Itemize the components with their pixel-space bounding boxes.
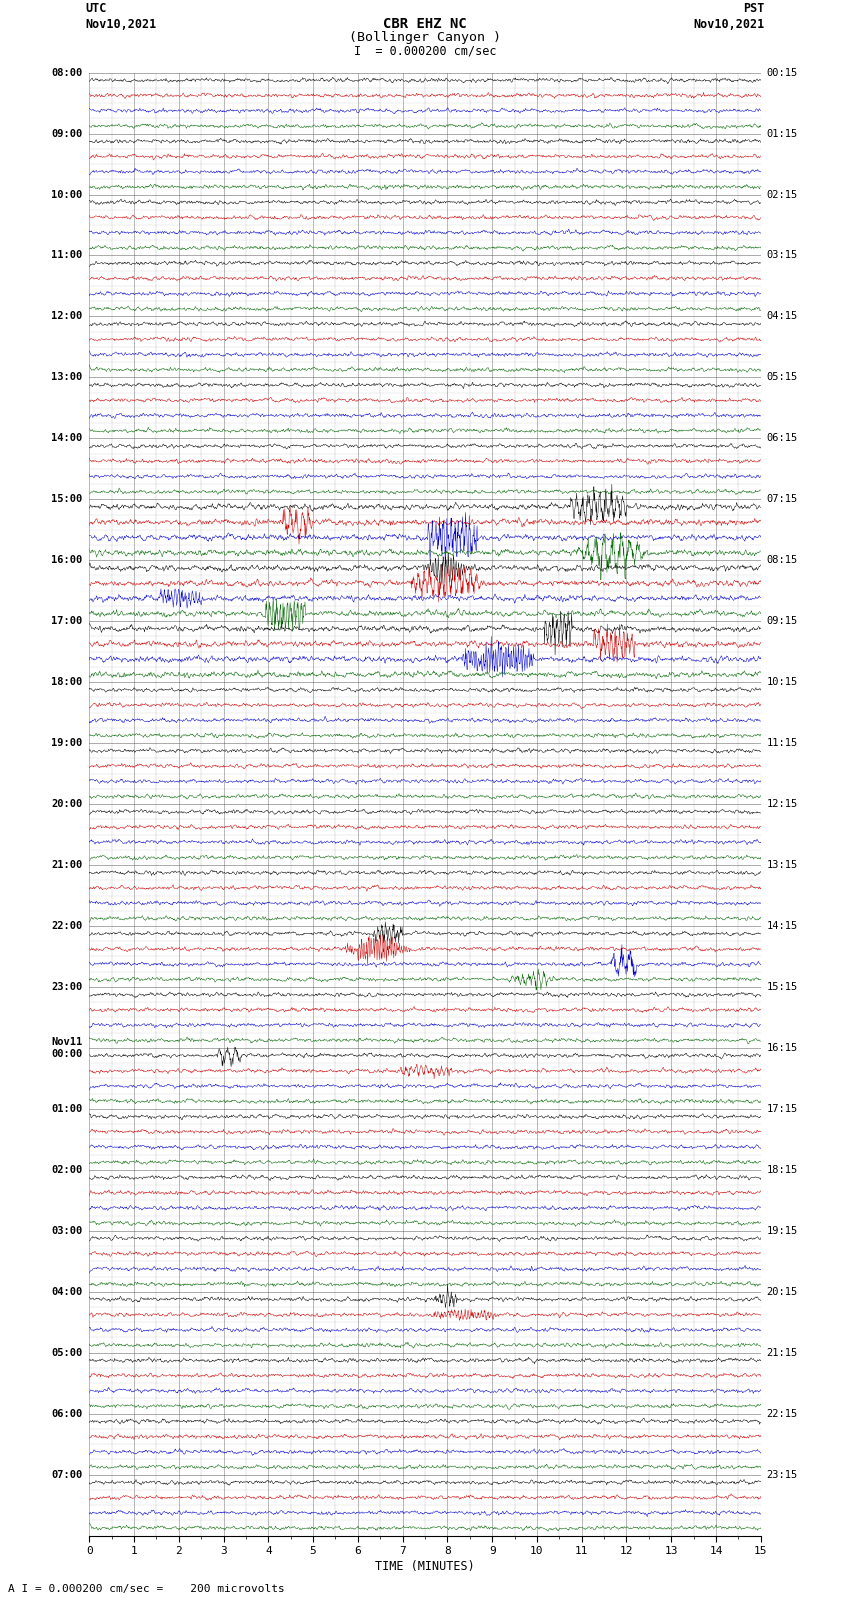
Text: 12:15: 12:15 [767,798,797,810]
Text: 18:15: 18:15 [767,1165,797,1174]
Text: 08:15: 08:15 [767,555,797,565]
Text: 04:00: 04:00 [51,1287,82,1297]
Text: 02:15: 02:15 [767,189,797,200]
Text: 12:00: 12:00 [51,311,82,321]
Text: 13:00: 13:00 [51,373,82,382]
Text: 21:00: 21:00 [51,860,82,869]
X-axis label: TIME (MINUTES): TIME (MINUTES) [375,1560,475,1573]
Text: 05:00: 05:00 [51,1348,82,1358]
Text: 16:15: 16:15 [767,1044,797,1053]
Text: 11:00: 11:00 [51,250,82,260]
Text: 21:15: 21:15 [767,1348,797,1358]
Text: Nov11
00:00: Nov11 00:00 [51,1037,82,1058]
Text: 01:00: 01:00 [51,1103,82,1115]
Text: 19:15: 19:15 [767,1226,797,1236]
Text: 18:00: 18:00 [51,677,82,687]
Text: 06:00: 06:00 [51,1408,82,1419]
Text: 15:15: 15:15 [767,982,797,992]
Text: A I = 0.000200 cm/sec =    200 microvolts: A I = 0.000200 cm/sec = 200 microvolts [8,1584,286,1594]
Text: 14:00: 14:00 [51,434,82,444]
Text: 20:15: 20:15 [767,1287,797,1297]
Text: 10:15: 10:15 [767,677,797,687]
Text: 22:15: 22:15 [767,1408,797,1419]
Text: 06:15: 06:15 [767,434,797,444]
Text: 03:15: 03:15 [767,250,797,260]
Text: 07:15: 07:15 [767,494,797,505]
Text: 19:00: 19:00 [51,739,82,748]
Text: CBR EHZ NC: CBR EHZ NC [383,18,467,31]
Text: 20:00: 20:00 [51,798,82,810]
Text: 17:15: 17:15 [767,1103,797,1115]
Text: 05:15: 05:15 [767,373,797,382]
Text: 13:15: 13:15 [767,860,797,869]
Text: 03:00: 03:00 [51,1226,82,1236]
Text: 00:15: 00:15 [767,68,797,77]
Text: 17:00: 17:00 [51,616,82,626]
Text: 23:00: 23:00 [51,982,82,992]
Text: I  = 0.000200 cm/sec: I = 0.000200 cm/sec [354,44,496,58]
Text: 15:00: 15:00 [51,494,82,505]
Text: (Bollinger Canyon ): (Bollinger Canyon ) [349,31,501,44]
Text: 16:00: 16:00 [51,555,82,565]
Text: 14:15: 14:15 [767,921,797,931]
Text: 11:15: 11:15 [767,739,797,748]
Text: 08:00: 08:00 [51,68,82,77]
Text: 07:00: 07:00 [51,1469,82,1479]
Text: UTC
Nov10,2021: UTC Nov10,2021 [85,3,156,31]
Text: 09:15: 09:15 [767,616,797,626]
Text: 23:15: 23:15 [767,1469,797,1479]
Text: 01:15: 01:15 [767,129,797,139]
Text: 09:00: 09:00 [51,129,82,139]
Text: 02:00: 02:00 [51,1165,82,1174]
Text: PST
Nov10,2021: PST Nov10,2021 [694,3,765,31]
Text: 10:00: 10:00 [51,189,82,200]
Text: 22:00: 22:00 [51,921,82,931]
Text: 04:15: 04:15 [767,311,797,321]
